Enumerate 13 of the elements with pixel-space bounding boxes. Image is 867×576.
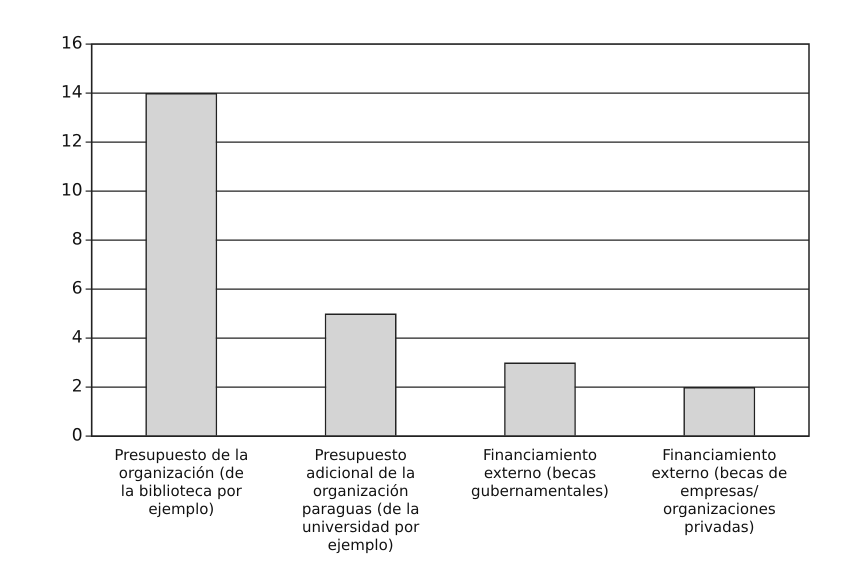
y-tick-label: 2 xyxy=(72,376,83,396)
x-tick-label: Presupuesto adicional de la organización paraguas (de la universidad por ejemplo) xyxy=(302,446,420,554)
y-tick-label: 12 xyxy=(60,131,83,152)
x-tick-label: Financiamiento externo (becas de empresas/ organizaciones privadas) xyxy=(651,446,788,536)
x-tick-label: Presupuesto de la organización (de la biblioteca por ejemplo) xyxy=(114,446,248,518)
y-tick-label: 10 xyxy=(60,180,83,200)
y-tick-label: 4 xyxy=(72,327,83,348)
y-tick-label: 14 xyxy=(60,82,83,102)
x-tick-label: Financiamiento externo (becas gubernamentales) xyxy=(471,446,609,500)
y-tick-label: 6 xyxy=(72,278,83,298)
y-tick-label: 0 xyxy=(72,425,83,446)
y-tick-label: 8 xyxy=(72,229,83,250)
y-tick-label: 16 xyxy=(60,33,83,54)
